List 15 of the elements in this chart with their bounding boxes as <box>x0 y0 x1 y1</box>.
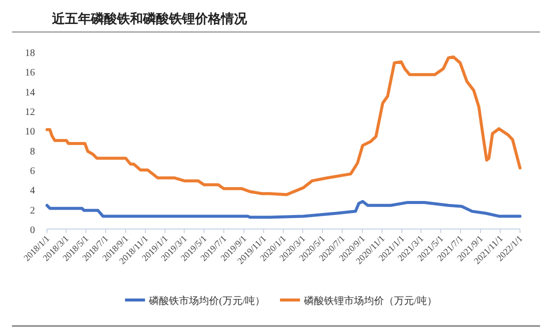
y-tick-label: 8 <box>30 146 35 158</box>
line-series <box>46 55 522 196</box>
chart-title: 近五年磷酸铁和磷酸铁锂价格情况 <box>51 11 248 26</box>
legend-label: 磷酸铁锂市场均价（万元/吨） <box>303 295 437 307</box>
y-tick-label: 10 <box>25 126 35 138</box>
y-tick-label: 6 <box>30 166 35 177</box>
y-tick-label: 2 <box>30 205 35 216</box>
y-tick-label: 14 <box>25 87 35 98</box>
line-series <box>46 200 522 219</box>
y-tick-label: 0 <box>30 225 35 236</box>
y-tick-label: 12 <box>25 107 35 118</box>
y-tick-label: 4 <box>30 186 35 197</box>
y-tick-label: 16 <box>25 68 35 79</box>
legend-label: 磷酸铁市场均价(万元/吨） <box>148 295 266 307</box>
y-tick-label: 18 <box>25 48 35 59</box>
